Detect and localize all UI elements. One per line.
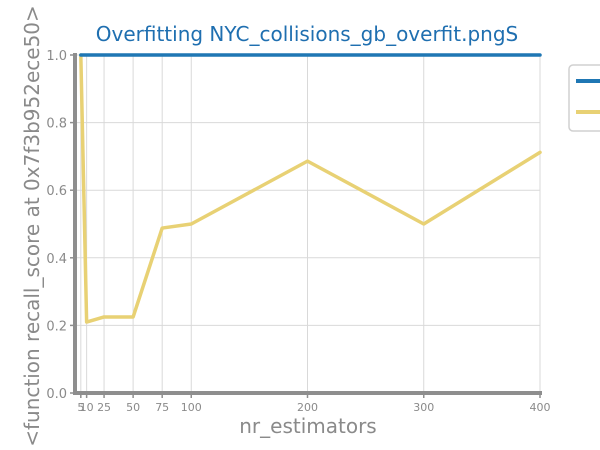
y-tick-label: 0.4 xyxy=(46,252,67,267)
x-tick-label: 10 xyxy=(80,401,94,414)
x-tick-label: 200 xyxy=(297,401,318,414)
y-tick-label: 0.8 xyxy=(46,117,67,132)
y-tick-label: 0.6 xyxy=(46,184,67,199)
legend-box xyxy=(568,64,600,132)
y-tick-label: 0.2 xyxy=(46,319,67,334)
y-tick-label: 1.0 xyxy=(46,49,67,64)
x-tick-label: 300 xyxy=(413,401,434,414)
series-line-2 xyxy=(79,53,542,324)
y-tick-label: 0.0 xyxy=(46,387,67,402)
grid-lines xyxy=(75,54,541,394)
legend xyxy=(568,64,600,132)
tick-labels: 0.0 0.2 0.4 0.6 0.8 1.0 510 25 50 75 100 200 300 400 xyxy=(46,49,550,414)
x-tick-label: 400 xyxy=(530,401,551,414)
x-tick-label: 25 xyxy=(97,401,111,414)
x-tick-label: 75 xyxy=(155,401,169,414)
x-tick-label: 5 xyxy=(77,401,84,414)
x-tick-label: 50 xyxy=(126,401,140,414)
x-tick-label: 100 xyxy=(181,401,202,414)
chart-title: Overfitting NYC_collisions_gb_overfit.pn… xyxy=(96,22,518,46)
series-lines xyxy=(79,53,542,324)
x-axis-label: nr_estimators xyxy=(239,414,376,438)
y-axis-label: <function recall_score at 0x7f3b952ece50… xyxy=(20,5,44,447)
